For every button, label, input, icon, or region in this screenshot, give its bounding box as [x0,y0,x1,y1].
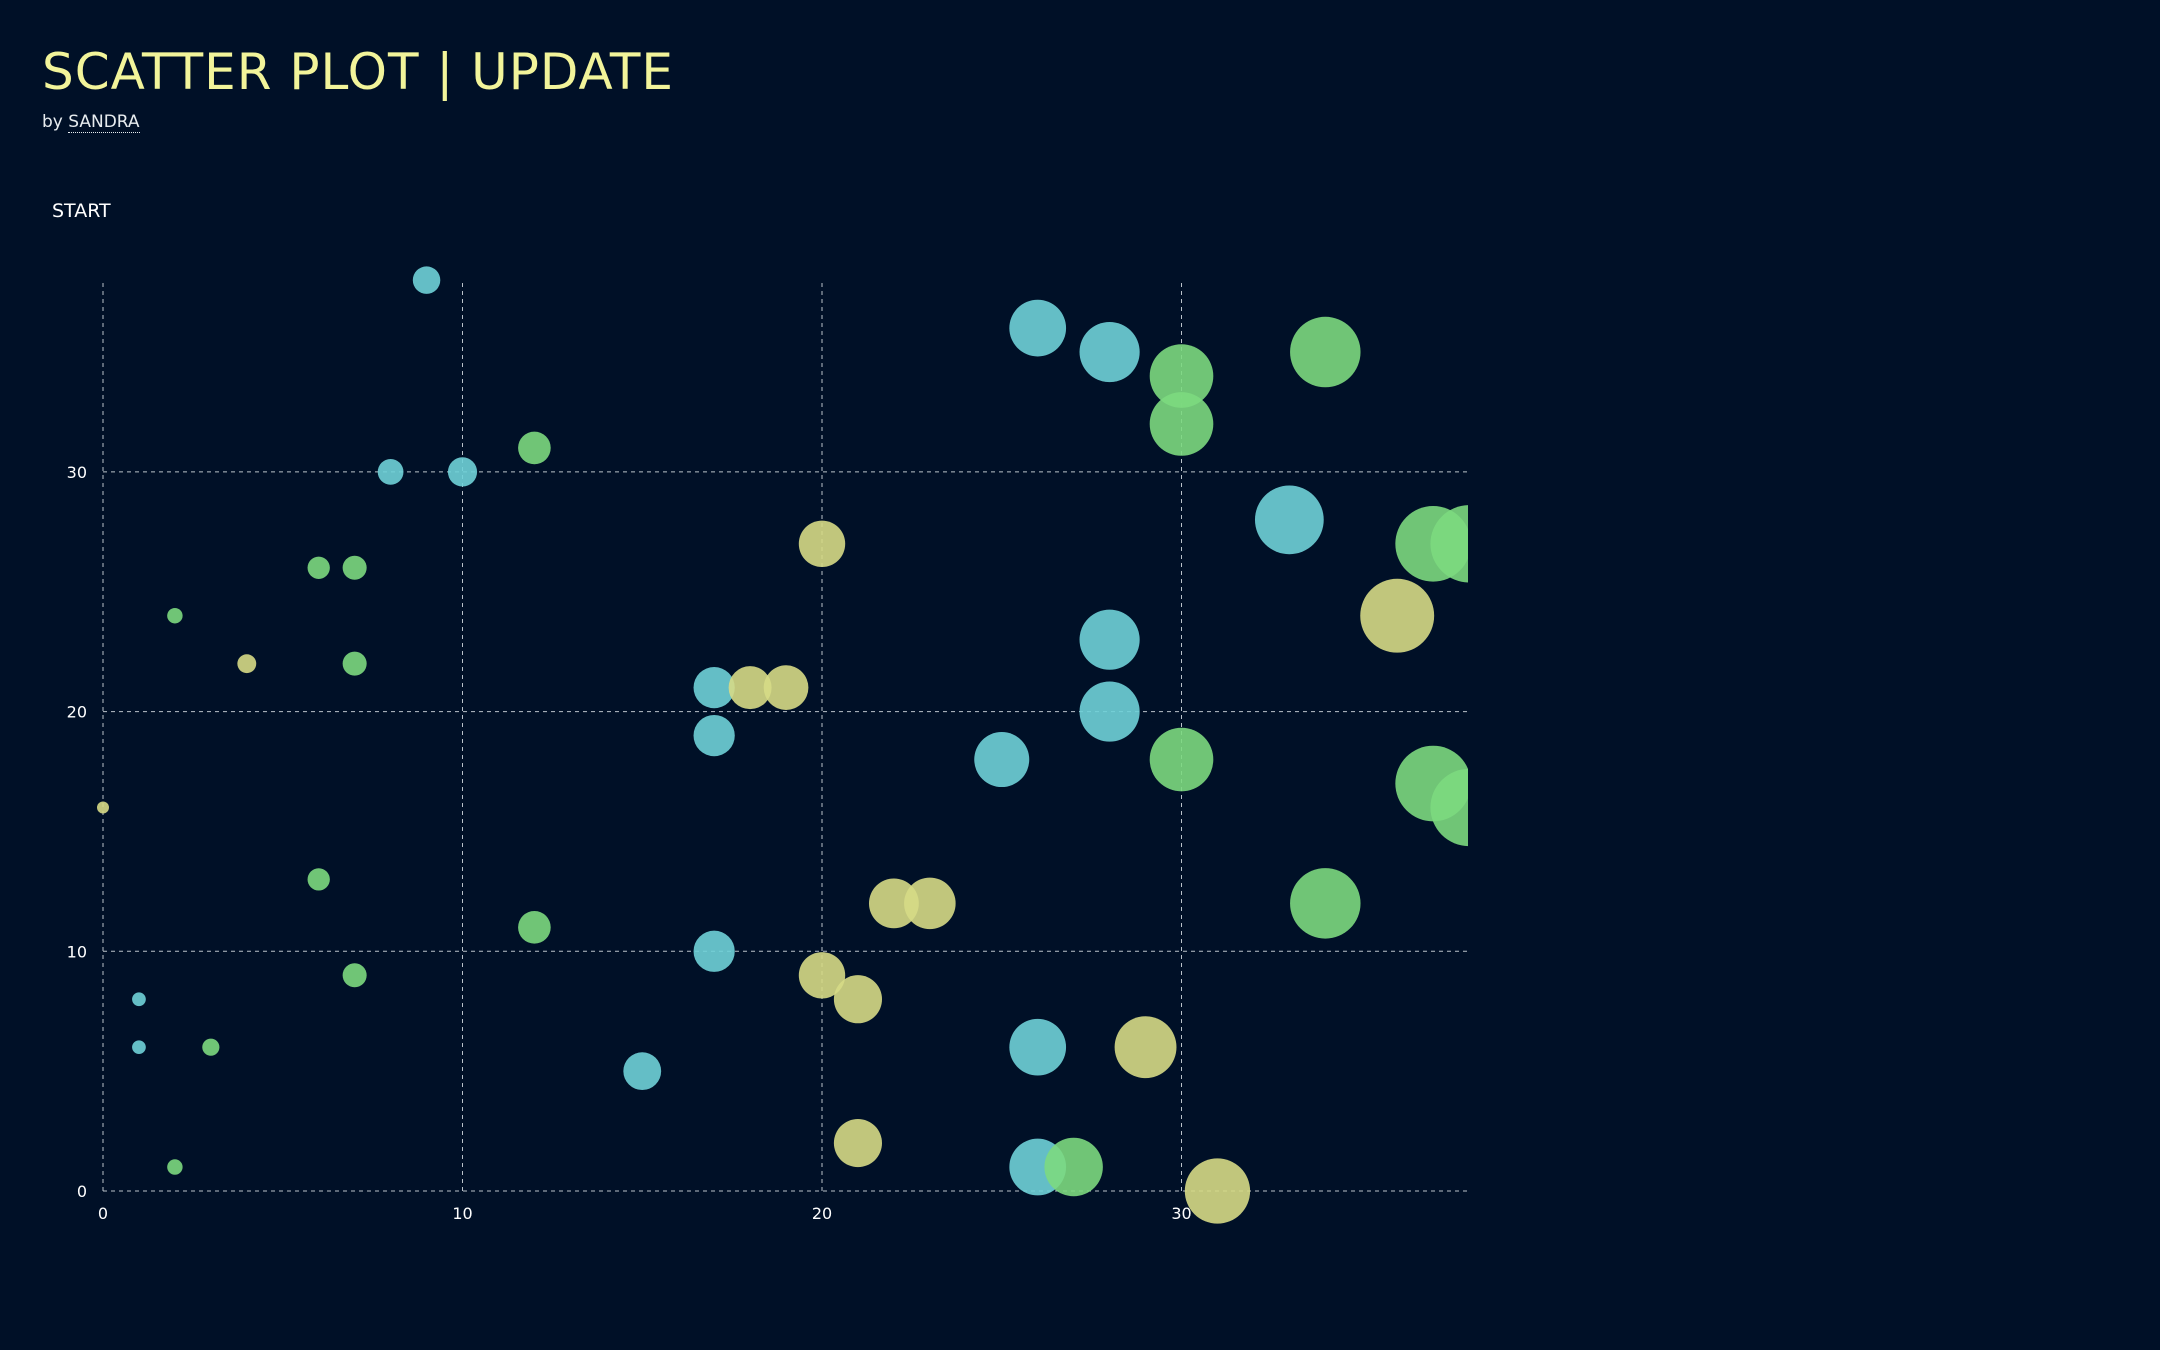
scatter-point-yellow [798,520,846,568]
scatter-point-cyan [132,1040,146,1055]
scatter-point-yellow [97,801,109,814]
scatter-point-green [518,431,551,465]
scatter-point-green [307,868,330,891]
scatter-point-yellow [728,666,772,710]
scatter-point-yellow [1114,1016,1177,1079]
start-button[interactable]: START [44,196,119,226]
scatter-point-cyan [974,732,1030,788]
x-tick-label: 10 [452,1204,472,1223]
scatter-point-green [1149,344,1214,408]
page-header: SCATTER PLOT | UPDATE by SANDRA [42,40,674,133]
page-title: SCATTER PLOT | UPDATE [42,43,674,101]
scatter-point-cyan [1009,299,1067,357]
scatter-point-green [1290,316,1361,388]
scatter-point-green [1430,768,1468,847]
scatter-point-green [1044,1137,1103,1197]
scatter-point-cyan [1079,681,1140,742]
x-tick-label: 30 [1171,1204,1191,1223]
scatter-point-yellow [237,654,257,674]
scatter-point-green [342,555,367,580]
scatter-point-cyan [412,266,441,294]
scatter-point-yellow [798,952,846,999]
scatter-point-green [342,963,367,988]
scatter-point-cyan [1079,609,1140,670]
grid-layer [102,283,1468,1192]
scatter-point-cyan [1009,1018,1067,1076]
tick-labels: 0 10 20 30 0 10 20 30 [67,463,1192,1223]
scatter-point-green [1430,505,1468,583]
author-link[interactable]: SANDRA [68,112,140,133]
scatter-point-green [167,608,183,624]
scatter-point-green [202,1038,220,1056]
scatter-point-cyan [132,992,146,1007]
scatter-point-cyan [447,457,478,487]
scatter-point-yellow [1184,1158,1251,1224]
scatter-point-green [1149,392,1214,456]
scatter-point-cyan [693,667,735,709]
scatter-point-yellow [868,878,919,929]
y-tick-label: 20 [67,703,87,722]
scatter-point-yellow [1360,578,1435,653]
scatter-point-green [167,1159,183,1175]
scatter-point-green [1149,727,1214,792]
scatter-point-yellow [763,665,809,710]
byline-prefix: by [42,112,69,132]
scatter-point-cyan [623,1052,662,1091]
scatter-point-cyan [1254,485,1324,555]
y-tick-label: 0 [77,1182,87,1201]
scatter-point-green [518,911,551,944]
points-layer [97,266,1468,1224]
scatter-point-cyan [1079,321,1140,383]
x-tick-label: 0 [98,1204,108,1223]
scatter-point-green [342,651,367,676]
scatter-point-cyan [377,459,404,485]
scatter-point-yellow [833,975,883,1024]
scatter-point-green [307,556,330,579]
byline: by SANDRA [42,112,674,133]
x-tick-label: 20 [812,1204,832,1223]
scatter-point-cyan [693,930,735,972]
y-tick-label: 10 [67,942,87,961]
scatter-point-green [1290,868,1361,939]
scatter-point-cyan [693,714,735,757]
y-tick-label: 30 [67,463,87,482]
scatter-point-yellow [904,877,956,930]
scatter-point-yellow [833,1119,883,1168]
